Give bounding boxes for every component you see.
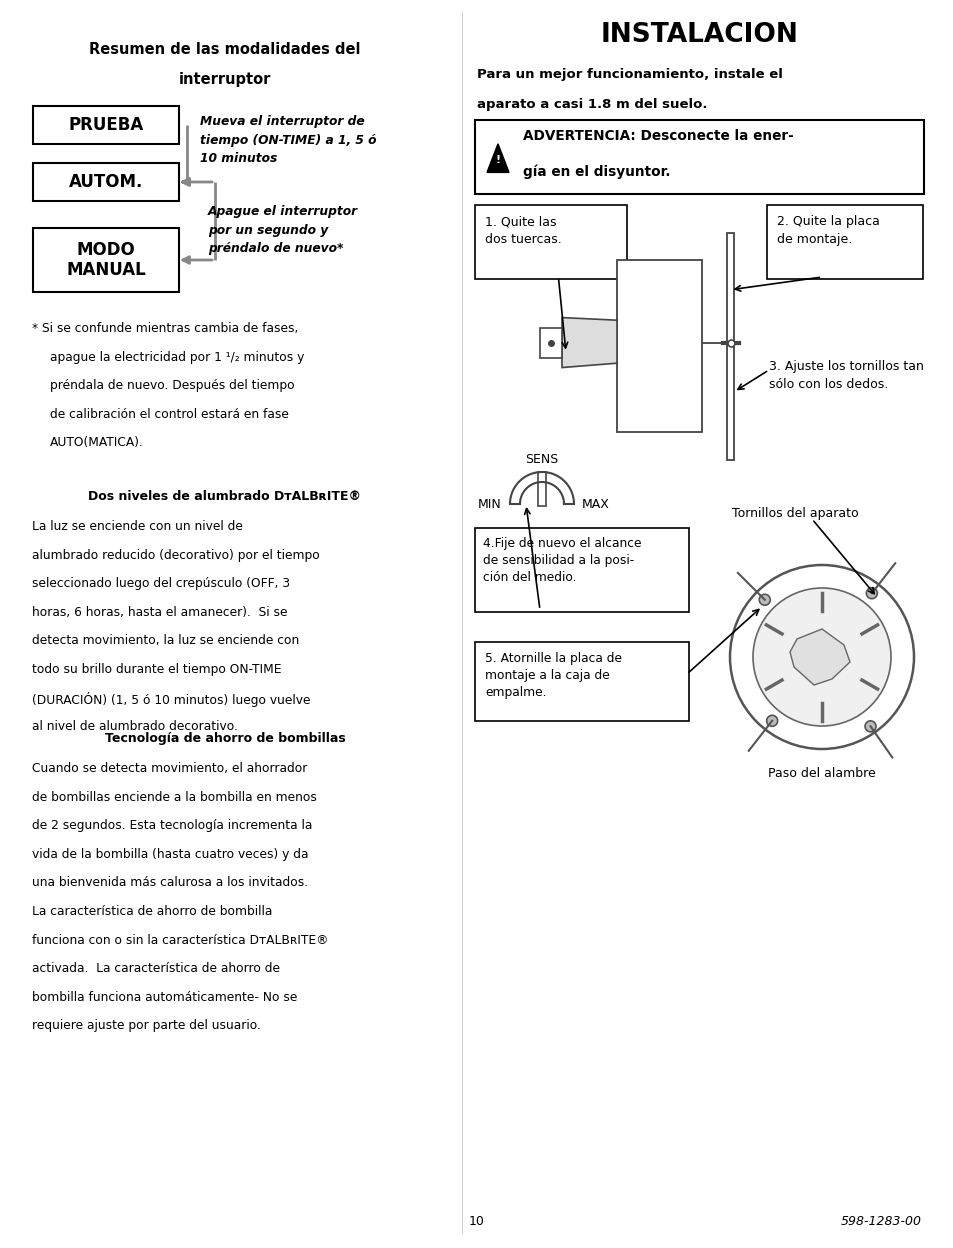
Text: bombilla funciona automáticamente- No se: bombilla funciona automáticamente- No se [32, 991, 297, 1003]
Text: Cuando se detecta movimiento, el ahorrador: Cuando se detecta movimiento, el ahorrad… [32, 763, 307, 775]
Text: de 2 segundos. Esta tecnología incrementa la: de 2 segundos. Esta tecnología increment… [32, 819, 312, 832]
Text: 4.Fije de nuevo el alcance
de sensibilidad a la posi-
ción del medio.: 4.Fije de nuevo el alcance de sensibilid… [482, 537, 640, 584]
Polygon shape [486, 144, 509, 172]
Text: 5. Atornille la placa de
montaje a la caja de
empalme.: 5. Atornille la placa de montaje a la ca… [484, 651, 621, 699]
Text: horas, 6 horas, hasta el amanecer).  Si se: horas, 6 horas, hasta el amanecer). Si s… [32, 605, 287, 619]
Text: al nivel de alumbrado decorativo.: al nivel de alumbrado decorativo. [32, 720, 237, 734]
Circle shape [729, 565, 913, 749]
FancyBboxPatch shape [537, 472, 545, 505]
Text: alumbrado reducido (decorativo) por el tiempo: alumbrado reducido (decorativo) por el t… [32, 549, 319, 562]
FancyBboxPatch shape [726, 233, 733, 461]
Text: Resumen de las modalidades del: Resumen de las modalidades del [90, 42, 360, 57]
FancyBboxPatch shape [475, 641, 688, 721]
Text: Mueva el interruptor de
tiempo (ON-TIME) a 1, 5 ó
10 minutos: Mueva el interruptor de tiempo (ON-TIME)… [200, 115, 376, 165]
Circle shape [865, 588, 877, 599]
FancyBboxPatch shape [475, 120, 923, 193]
Text: gía en el disyuntor.: gía en el disyuntor. [522, 163, 670, 178]
Text: 3. Ajuste los tornillos tan
sólo con los dedos.: 3. Ajuste los tornillos tan sólo con los… [768, 359, 923, 391]
Text: 598-1283-00: 598-1283-00 [841, 1216, 921, 1228]
Text: Dos niveles de alumbrado DᴛALBʀITE®: Dos niveles de alumbrado DᴛALBʀITE® [89, 490, 361, 503]
FancyBboxPatch shape [617, 260, 701, 432]
Text: interruptor: interruptor [178, 72, 271, 87]
Circle shape [759, 594, 769, 605]
Text: MIN: MIN [477, 498, 501, 510]
Text: AUTOM.: AUTOM. [69, 173, 143, 191]
Text: todo su brillo durante el tiempo ON-TIME: todo su brillo durante el tiempo ON-TIME [32, 663, 281, 676]
Text: Tornillos del aparato: Tornillos del aparato [731, 507, 858, 520]
Polygon shape [561, 317, 617, 368]
Text: aparato a casi 1.8 m del suelo.: aparato a casi 1.8 m del suelo. [476, 99, 707, 111]
Text: 10: 10 [469, 1216, 484, 1228]
Text: apague la electricidad por 1 ¹/₂ minutos y: apague la electricidad por 1 ¹/₂ minutos… [50, 351, 304, 363]
Text: La luz se enciende con un nivel de: La luz se enciende con un nivel de [32, 520, 243, 533]
Text: Para un mejor funcionamiento, instale el: Para un mejor funcionamiento, instale el [476, 67, 782, 81]
Text: !: ! [495, 155, 500, 165]
FancyBboxPatch shape [33, 106, 179, 144]
Polygon shape [789, 629, 849, 685]
FancyBboxPatch shape [33, 228, 179, 292]
Text: Paso del alambre: Paso del alambre [767, 768, 875, 780]
FancyBboxPatch shape [539, 327, 561, 358]
Text: * Si se confunde mientras cambia de fases,: * Si se confunde mientras cambia de fase… [32, 322, 298, 334]
FancyBboxPatch shape [475, 528, 688, 612]
Text: Tecnología de ahorro de bombillas: Tecnología de ahorro de bombillas [105, 733, 345, 745]
Text: una bienvenida más calurosa a los invitados.: una bienvenida más calurosa a los invita… [32, 876, 308, 890]
Circle shape [766, 715, 777, 726]
Text: AUTO(MATICA).: AUTO(MATICA). [50, 436, 144, 449]
Text: INSTALACION: INSTALACION [600, 22, 798, 47]
FancyBboxPatch shape [33, 163, 179, 201]
Text: activada.  La característica de ahorro de: activada. La característica de ahorro de [32, 962, 280, 975]
Text: PRUEBA: PRUEBA [69, 116, 144, 134]
Text: (DURACIÓN) (1, 5 ó 10 minutos) luego vuelve: (DURACIÓN) (1, 5 ó 10 minutos) luego vue… [32, 691, 310, 706]
Text: 1. Quite las
dos tuercas.: 1. Quite las dos tuercas. [484, 215, 561, 246]
Text: MANUAL: MANUAL [66, 261, 146, 280]
Text: La característica de ahorro de bombilla: La característica de ahorro de bombilla [32, 905, 273, 919]
Text: de bombillas enciende a la bombilla en menos: de bombillas enciende a la bombilla en m… [32, 790, 316, 804]
Text: préndala de nuevo. Después del tiempo: préndala de nuevo. Después del tiempo [50, 379, 294, 392]
FancyBboxPatch shape [475, 205, 626, 280]
Text: vida de la bombilla (hasta cuatro veces) y da: vida de la bombilla (hasta cuatro veces)… [32, 847, 308, 861]
Circle shape [864, 721, 875, 731]
Text: detecta movimiento, la luz se enciende con: detecta movimiento, la luz se enciende c… [32, 634, 299, 648]
Text: ADVERTENCIA: Desconecte la ener-: ADVERTENCIA: Desconecte la ener- [522, 129, 793, 144]
Text: seleccionado luego del crepúsculo (OFF, 3: seleccionado luego del crepúsculo (OFF, … [32, 577, 290, 590]
Text: SENS: SENS [525, 453, 558, 466]
FancyBboxPatch shape [766, 205, 923, 280]
Text: requiere ajuste por parte del usuario.: requiere ajuste por parte del usuario. [32, 1020, 260, 1032]
Circle shape [752, 588, 890, 726]
Text: funciona con o sin la característica DᴛALBʀITE®: funciona con o sin la característica DᴛA… [32, 934, 328, 946]
Text: 2. Quite la placa
de montaje.: 2. Quite la placa de montaje. [776, 215, 879, 246]
Text: Apague el interruptor
por un segundo y
préndalo de nuevo*: Apague el interruptor por un segundo y p… [208, 205, 357, 255]
Text: MAX: MAX [581, 498, 609, 510]
Text: de calibración el control estará en fase: de calibración el control estará en fase [50, 408, 289, 421]
Text: MODO: MODO [76, 241, 135, 260]
